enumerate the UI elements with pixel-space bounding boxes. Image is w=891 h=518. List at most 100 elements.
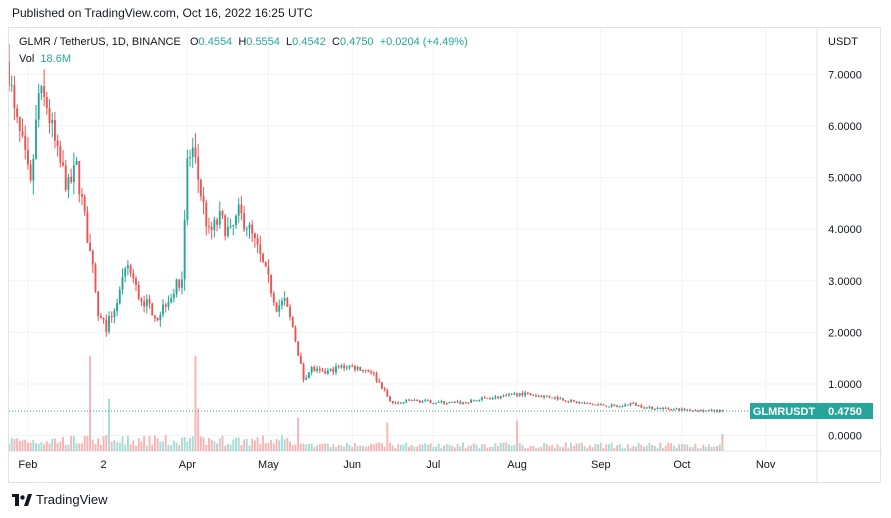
volume-bar (278, 440, 281, 451)
symbol-title: GLMR / TetherUS, 1D, BINANCE (19, 36, 181, 48)
candle-body (707, 409, 710, 411)
candle-body (408, 399, 410, 401)
volume-bar (524, 448, 527, 451)
volume-bar (216, 443, 219, 451)
volume-bar (224, 445, 227, 451)
volume-bar (297, 417, 300, 451)
volume-bar (553, 447, 556, 451)
candle-body (513, 393, 516, 395)
candle-body (305, 377, 308, 380)
volume-bar (299, 443, 302, 451)
candle-body (64, 165, 67, 190)
candle-body (472, 399, 475, 401)
volume-bar (610, 442, 613, 451)
volume-bar (121, 436, 124, 451)
volume-bar (343, 446, 346, 451)
volume-bar (167, 444, 170, 451)
volume-bar (35, 443, 37, 451)
candle-body (199, 179, 202, 197)
volume-bar (335, 447, 337, 451)
volume-legend: Vol 18.6M (19, 53, 71, 65)
candle-body (286, 298, 289, 307)
candle-body (667, 408, 670, 410)
volume-bar (45, 441, 48, 451)
volume-bar (162, 441, 164, 451)
volume-bar (543, 443, 546, 451)
candle-body (532, 394, 535, 396)
volume-bar (129, 444, 132, 451)
candle-body (97, 291, 100, 317)
candle-body (521, 392, 524, 396)
volume-bar (348, 444, 351, 451)
x-tick-label: Oct (673, 459, 690, 471)
volume-bar (707, 444, 710, 451)
volume-bar (137, 438, 140, 451)
volume-bar (83, 436, 86, 451)
candle-body (618, 406, 621, 408)
volume-bar (148, 436, 151, 451)
candle-body (348, 365, 351, 368)
candle-body (580, 402, 583, 404)
volume-bar (459, 446, 462, 451)
low-value: 0.4542 (292, 36, 326, 48)
candle-body (591, 403, 594, 405)
volume-bar (607, 444, 610, 451)
candle-body (202, 196, 205, 203)
volume-bar (435, 446, 437, 451)
volume-bar (10, 437, 13, 451)
volume-bar (189, 438, 192, 451)
candle-body (189, 157, 192, 159)
volume-bar (499, 443, 502, 451)
volume-bar (51, 439, 54, 451)
candle-body (524, 392, 527, 396)
volume-bar (316, 445, 319, 451)
volume-bar (432, 447, 435, 451)
candle-body (24, 135, 27, 150)
volume-bar (99, 444, 102, 451)
volume-bar (513, 444, 516, 451)
candle-body (121, 276, 124, 290)
last-price-marker: GLMRUSDT 0.4750 (9, 403, 873, 420)
candle-body (470, 399, 473, 403)
candle-body (437, 401, 440, 403)
candle-body (310, 366, 313, 373)
volume-bar (616, 445, 618, 451)
candle-body (21, 130, 24, 136)
candle-body (505, 395, 508, 397)
candle-body (129, 265, 132, 274)
candle-body (394, 402, 397, 404)
volume-bar (537, 447, 540, 451)
candle-body (35, 119, 37, 159)
volume-bar (9, 443, 10, 451)
volume-bar (675, 447, 678, 451)
volume-bar (132, 440, 135, 451)
candle-body (475, 400, 478, 402)
candle-body (529, 393, 532, 395)
candle-body (151, 303, 154, 316)
y-tick-label: 0.0000 (828, 431, 862, 443)
x-tick-label: Jul (426, 459, 440, 471)
candle-body (689, 409, 691, 411)
footer-brand[interactable]: TradingView (12, 492, 108, 507)
candle-body (448, 401, 451, 404)
volume-bar (667, 442, 670, 451)
candle-body (164, 304, 167, 307)
candle-body (29, 164, 32, 181)
candle-body (672, 408, 675, 410)
y-tick-label: 5.0000 (828, 173, 862, 185)
volume-bar (629, 448, 632, 451)
candle-body (359, 367, 362, 371)
candle-body (626, 404, 629, 406)
y-tick-label: 4.0000 (828, 224, 862, 236)
volume-bar (678, 444, 681, 451)
candle-body (653, 408, 656, 410)
volume-value: 18.6M (40, 53, 71, 65)
volume-bar (375, 443, 378, 451)
candlestick-chart[interactable]: 7.0000 6.0000 5.0000 4.0000 3.0000 2.0000 1.00… (9, 28, 882, 484)
volume-bar (578, 443, 581, 451)
candle-body (235, 215, 237, 226)
volume-bar (408, 446, 410, 451)
candle-body (135, 278, 137, 286)
candle-body (370, 371, 373, 373)
candle-body (75, 160, 78, 166)
